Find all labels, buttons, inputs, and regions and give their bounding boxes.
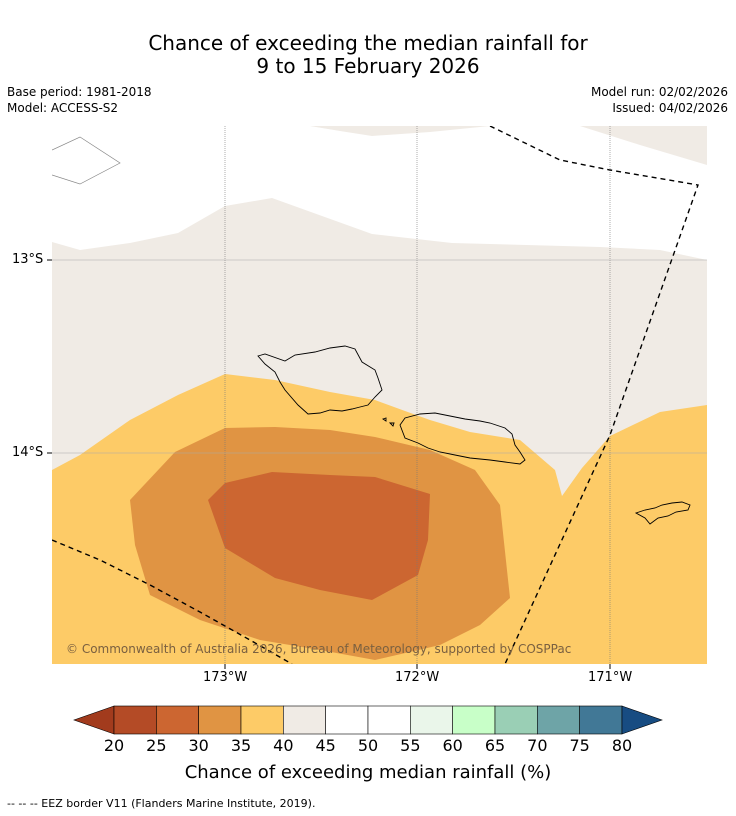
island-outline-topleft — [52, 136, 121, 185]
colorbar-tick-label: 70 — [527, 736, 548, 755]
colorbar-tick-label: 75 — [569, 736, 590, 755]
lon-label-171w: 171°W — [588, 670, 633, 685]
colorbar-segment — [325, 705, 369, 735]
colorbar-segment — [156, 705, 199, 735]
axis-ticks — [47, 259, 611, 669]
island-savaii — [257, 345, 383, 415]
eez-footnote: -- -- -- EEZ border V11 (Flanders Marine… — [7, 797, 316, 810]
colorbar-tick-label: 25 — [146, 736, 167, 755]
issued-date: Issued: 04/02/2026 — [612, 101, 728, 115]
colorbar-tick-label: 45 — [315, 736, 336, 755]
colorbar-tick-label: 65 — [484, 736, 506, 755]
lat-label-13s: 13°S — [12, 252, 44, 267]
copyright-notice: © Commonwealth of Australia 2026, Bureau… — [66, 642, 571, 656]
lon-label-173w: 173°W — [203, 670, 248, 685]
colorbar-segment — [240, 705, 284, 735]
colorbar-segment — [113, 705, 157, 735]
colorbar-tick-label: 30 — [188, 736, 209, 755]
map-title-line1: Chance of exceeding the median rainfall … — [148, 31, 588, 55]
model-run: Model run: 02/02/2026 — [590, 85, 728, 99]
eez-border — [52, 126, 699, 664]
colorbar-segment — [494, 705, 538, 735]
model-name: Model: ACCESS-S2 — [7, 101, 119, 115]
colorbar-tick-label: 50 — [357, 736, 379, 755]
island-tutuila — [634, 501, 691, 525]
colorbar-extend-high — [621, 705, 663, 735]
colorbar-title: Chance of exceeding median rainfall (%) — [184, 762, 552, 783]
colorbar-extend-low — [73, 705, 115, 735]
colorbar-tick-label: 20 — [103, 736, 125, 755]
map-title-line2: 9 to 15 February 2026 — [256, 54, 480, 78]
colorbar-tick-label: 40 — [273, 736, 294, 755]
lat-label-14s: 14°S — [12, 445, 44, 460]
gridlines — [52, 126, 707, 664]
colorbar-segment — [283, 705, 326, 735]
colorbar-segment — [452, 705, 496, 735]
colorbar-segment — [537, 705, 580, 735]
colorbar-tick-label: 55 — [400, 736, 421, 755]
lon-label-172w: 172°W — [395, 670, 440, 685]
region-25-30 — [208, 472, 430, 600]
colorbar-tick-label: 80 — [611, 736, 633, 755]
region-40-45-top-right — [580, 126, 707, 165]
colorbar-segment — [579, 705, 623, 735]
colorbar-tick-label: 60 — [442, 736, 463, 755]
base-period: Base period: 1981-2018 — [7, 85, 152, 99]
colorbar-segment — [367, 705, 411, 735]
island-upolu — [399, 412, 526, 465]
colorbar-tick-label: 35 — [230, 736, 252, 755]
colorbar-segment — [410, 705, 453, 735]
colorbar — [73, 705, 663, 735]
island-manono — [381, 417, 395, 427]
region-40-45-top-strip — [310, 126, 490, 136]
colorbar-segment — [198, 705, 242, 735]
